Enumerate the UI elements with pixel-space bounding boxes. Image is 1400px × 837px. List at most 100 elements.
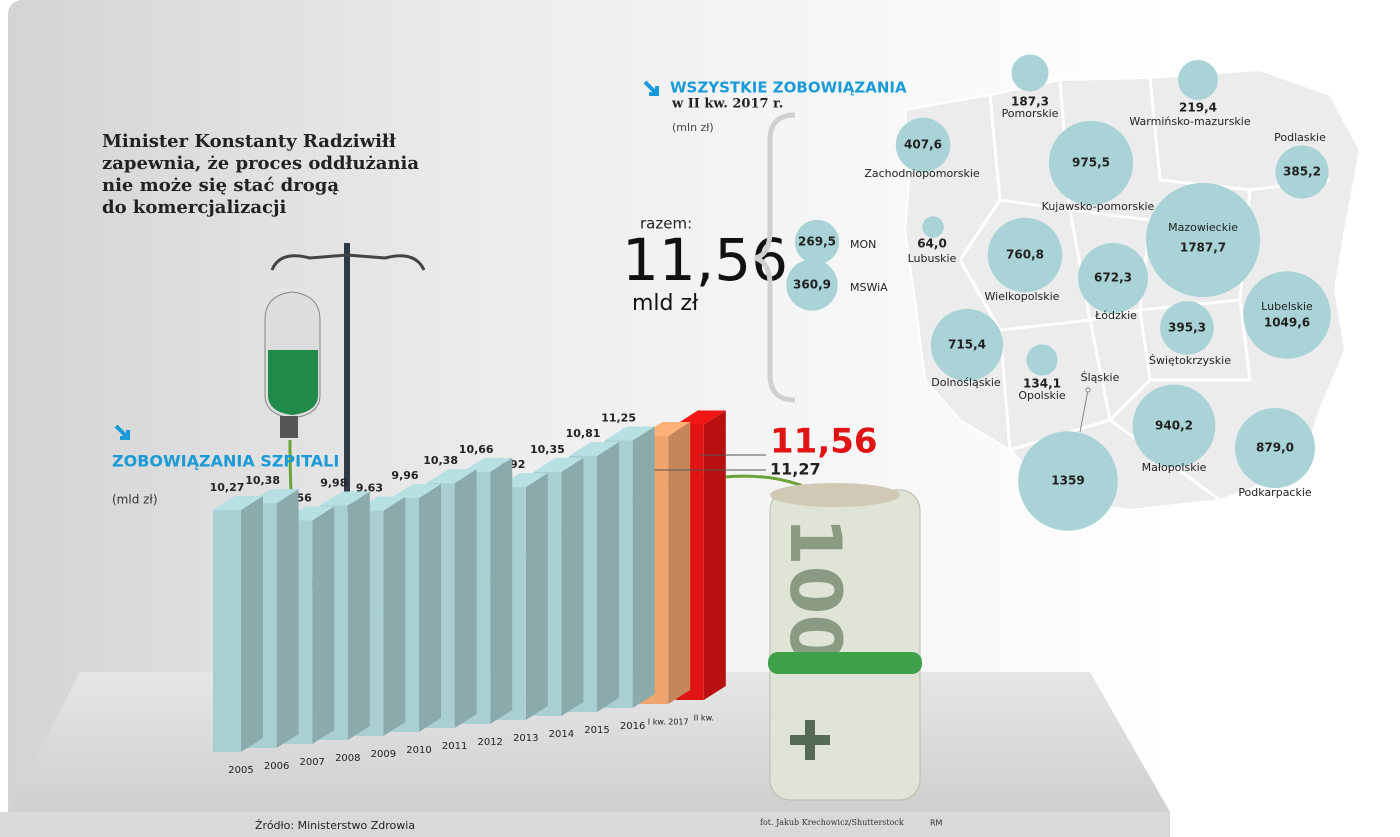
headline-line: nie może się stać drogą — [102, 175, 339, 196]
bubble-name: Opolskie — [1018, 389, 1066, 402]
value-label: 385,2 — [1283, 165, 1321, 179]
bar-top — [675, 410, 726, 425]
bubble-name: Lubuskie — [908, 252, 957, 265]
bubble-name: Podkarpackie — [1238, 486, 1312, 499]
bar-side — [597, 441, 619, 712]
headline-line: zapewnia, że proces oddłużania — [102, 153, 419, 174]
bubble-name: Dolnośląskie — [931, 376, 1001, 389]
bubble-subtitle: w II kw. 2017 r. — [671, 97, 783, 112]
bubble-name: Zachodniopomorskie — [864, 167, 980, 180]
bubble-name: Świętokrzyskie — [1149, 354, 1231, 367]
x-tick-label: 2014 — [549, 729, 574, 740]
bubble — [1048, 120, 1134, 206]
value-label: 269,5 — [798, 235, 836, 249]
bubble — [1234, 407, 1316, 489]
value-label: 407,6 — [904, 138, 942, 152]
bubble — [1275, 145, 1329, 199]
author: RM — [930, 819, 943, 828]
value-label: 219,4 — [1179, 101, 1217, 115]
bar-side — [276, 489, 299, 748]
arrow-icon — [643, 80, 659, 96]
x-tick-label: 2007 — [299, 757, 324, 768]
value-label: 9,96 — [391, 469, 418, 482]
bar-side — [383, 496, 406, 736]
value-label: 715,4 — [948, 338, 986, 352]
headline-line: Minister Konstanty Radziwiłł — [102, 131, 397, 152]
bubble — [786, 259, 838, 311]
bar-side — [419, 484, 441, 732]
money-roll: 100 — [768, 483, 922, 801]
value-label: 11,56 — [770, 422, 878, 462]
bubble-name: Podlaskie — [1274, 131, 1326, 144]
bubble-name: Lubelskie — [1261, 300, 1313, 313]
headline-line: do komercjalizacji — [102, 197, 286, 218]
total-caption: razem: — [640, 215, 692, 233]
value-label: 10,27 — [210, 481, 245, 494]
source: Źródło: Ministerstwo Zdrowia — [255, 819, 415, 832]
bubble — [1160, 301, 1214, 355]
bubble — [1132, 384, 1216, 468]
bubble — [987, 217, 1063, 293]
bar-top — [213, 495, 263, 510]
bar — [213, 509, 241, 752]
pointer-dot — [1085, 387, 1091, 393]
value-label: 11,25 — [601, 412, 636, 425]
value-label: 1787,7 — [1180, 241, 1226, 255]
bubble-unit: (mln zł) — [672, 121, 714, 134]
x-tick-label: 2015 — [584, 725, 609, 736]
bubble-name: MON — [850, 238, 876, 251]
x-tick-label: 2009 — [371, 749, 396, 760]
value-label: 134,1 — [1023, 377, 1061, 391]
bubble-name: Mazowieckie — [1168, 221, 1238, 234]
bubble-name: Śląskie — [1081, 371, 1120, 384]
arrow-icon — [114, 424, 130, 440]
value-label: 10,66 — [459, 443, 494, 456]
value-label: 672,3 — [1094, 271, 1132, 285]
value-label: 1359 — [1051, 474, 1084, 488]
x-tick-label: 2011 — [442, 741, 467, 752]
bar-side — [561, 457, 584, 716]
brace — [754, 112, 796, 403]
value-label: 10,38 — [423, 454, 458, 467]
bubble-name: Warmińsko-mazurskie — [1129, 115, 1250, 128]
bubble-name: Małopolskie — [1142, 461, 1207, 474]
bar-side — [347, 491, 370, 740]
bar-top — [426, 469, 477, 484]
bar-chart: II kw. 11,56 I kw. 2017 11,27 2016 11,25 2015 1… — [210, 410, 878, 776]
value-label: 10,35 — [530, 443, 565, 456]
bar-top — [462, 457, 513, 472]
x-tick-label: 2006 — [264, 761, 289, 772]
bubble — [794, 219, 840, 265]
bubble-name: Łódzkie — [1094, 309, 1137, 322]
bubble — [895, 117, 951, 173]
x-tick-label: 2005 — [228, 765, 253, 776]
value-label: 975,5 — [1072, 156, 1110, 170]
bar-top — [533, 457, 584, 472]
bubble — [1026, 344, 1058, 376]
bar-top — [319, 491, 370, 506]
x-tick-label: 2016 — [620, 721, 645, 732]
bar-top — [569, 441, 619, 456]
bubble — [1077, 242, 1149, 314]
value-label: 760,8 — [1006, 248, 1044, 262]
total-unit: mld zł — [632, 291, 699, 316]
bubble-name: Wielkopolskie — [985, 290, 1060, 303]
bar-side — [668, 421, 691, 704]
footer-strip — [0, 812, 1170, 837]
bar-side — [490, 457, 513, 724]
bubble — [1178, 60, 1218, 100]
bar-side — [632, 426, 655, 708]
bar-side — [703, 410, 726, 700]
bubble — [1018, 431, 1118, 531]
value-label: 10,38 — [245, 474, 280, 487]
bar-side — [454, 469, 477, 728]
photo-credit: fot. Jakub Krechowicz/Shutterstock — [760, 818, 904, 827]
bubble-title: WSZYSTKIE ZOBOWIĄZANIA — [670, 79, 907, 97]
bubble — [1243, 271, 1331, 359]
bar-top — [604, 426, 655, 441]
bubble-name: Pomorskie — [1002, 107, 1059, 120]
value-label: 64,0 — [917, 237, 947, 251]
value-label: 360,9 — [793, 278, 831, 292]
value-label: 395,3 — [1168, 321, 1206, 335]
